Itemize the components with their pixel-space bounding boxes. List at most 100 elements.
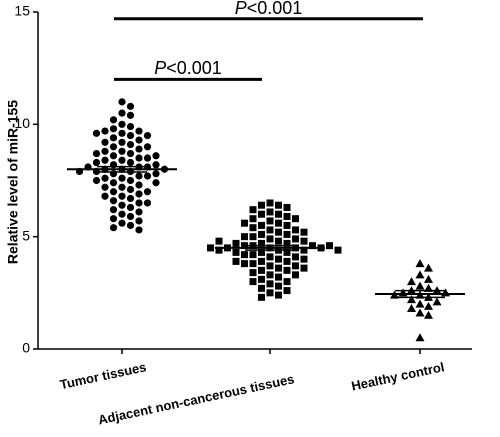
data-point: [258, 230, 265, 238]
y-tick-label: 10: [14, 115, 30, 131]
data-point: [232, 239, 240, 247]
data-point: [135, 181, 143, 189]
data-point: [249, 206, 257, 214]
data-point: [143, 131, 152, 140]
data-point: [143, 188, 152, 196]
data-point: [415, 308, 425, 317]
data-point: [415, 259, 425, 268]
data-point: [283, 203, 291, 211]
data-point: [309, 242, 316, 250]
data-point: [258, 284, 265, 292]
data-point: [283, 221, 291, 229]
data-point: [143, 154, 152, 162]
data-point: [424, 263, 433, 272]
data-point: [283, 257, 291, 265]
data-point: [126, 140, 135, 149]
data-point: [109, 224, 118, 232]
data-point: [135, 208, 143, 216]
data-point: [135, 145, 143, 153]
data-point: [232, 257, 240, 265]
data-point: [152, 170, 160, 178]
data-point: [109, 152, 118, 160]
data-point: [275, 273, 282, 281]
data-point: [143, 172, 152, 180]
data-point: [152, 161, 160, 169]
data-point: [126, 221, 135, 230]
data-point: [300, 237, 308, 245]
data-point: [118, 138, 126, 146]
data-point: [101, 183, 109, 191]
data-point: [143, 143, 152, 151]
data-point: [275, 255, 282, 263]
data-point: [152, 152, 160, 160]
data-point: [415, 281, 425, 290]
data-point: [241, 233, 248, 241]
data-point: [126, 194, 135, 203]
data-point: [292, 235, 299, 243]
data-point: [126, 176, 135, 185]
data-point: [126, 149, 135, 158]
data-point: [407, 277, 416, 286]
data-point: [258, 210, 265, 218]
data-point: [283, 248, 291, 256]
data-point: [126, 111, 135, 119]
x-tick-label: Tumor tissues: [59, 359, 148, 392]
data-point: [135, 190, 143, 198]
data-point: [275, 219, 282, 227]
data-point: [215, 237, 223, 245]
data-point: [249, 215, 257, 223]
data-point: [101, 127, 109, 135]
data-point: [118, 192, 126, 200]
data-point: [126, 131, 135, 140]
data-point: [266, 280, 274, 288]
data-point: [126, 102, 135, 110]
data-point: [232, 248, 240, 256]
data-point: [135, 136, 143, 144]
data-point: [118, 120, 126, 128]
data-point: [300, 246, 308, 254]
data-point: [101, 156, 109, 164]
data-point: [241, 219, 248, 227]
data-point: [292, 262, 299, 270]
data-point: [135, 226, 143, 234]
data-point: [266, 217, 274, 225]
data-point: [249, 260, 257, 268]
data-point: [249, 224, 257, 232]
data-point: [126, 212, 135, 221]
data-point: [292, 226, 299, 234]
data-point: [215, 246, 223, 254]
data-point: [283, 239, 291, 247]
data-point: [135, 199, 143, 207]
data-point: [101, 192, 109, 200]
data-point: [283, 212, 291, 220]
data-point: [407, 295, 416, 304]
data-point: [92, 158, 101, 167]
data-point: [300, 228, 308, 236]
data-point: [275, 210, 282, 218]
data-point: [101, 174, 109, 182]
data-point: [109, 179, 118, 187]
data-point: [135, 154, 143, 162]
data-point: [126, 158, 135, 167]
data-point: [415, 333, 425, 342]
data-point: [326, 242, 333, 250]
data-point: [266, 235, 274, 243]
data-point: [283, 278, 291, 286]
data-point: [415, 270, 425, 279]
data-point: [249, 251, 257, 259]
data-point: [152, 179, 160, 187]
significance-label: P<0.001: [234, 0, 303, 18]
data-point: [101, 147, 109, 155]
data-point: [275, 228, 282, 236]
data-point: [258, 248, 265, 256]
y-axis-label: Relative level of miR-155: [5, 100, 21, 264]
data-point: [275, 201, 282, 209]
data-point: [118, 129, 126, 137]
data-point: [441, 288, 450, 297]
data-point: [126, 203, 135, 212]
data-point: [258, 293, 265, 301]
data-point: [92, 149, 101, 158]
data-point: [415, 299, 425, 308]
data-point: [118, 98, 126, 106]
